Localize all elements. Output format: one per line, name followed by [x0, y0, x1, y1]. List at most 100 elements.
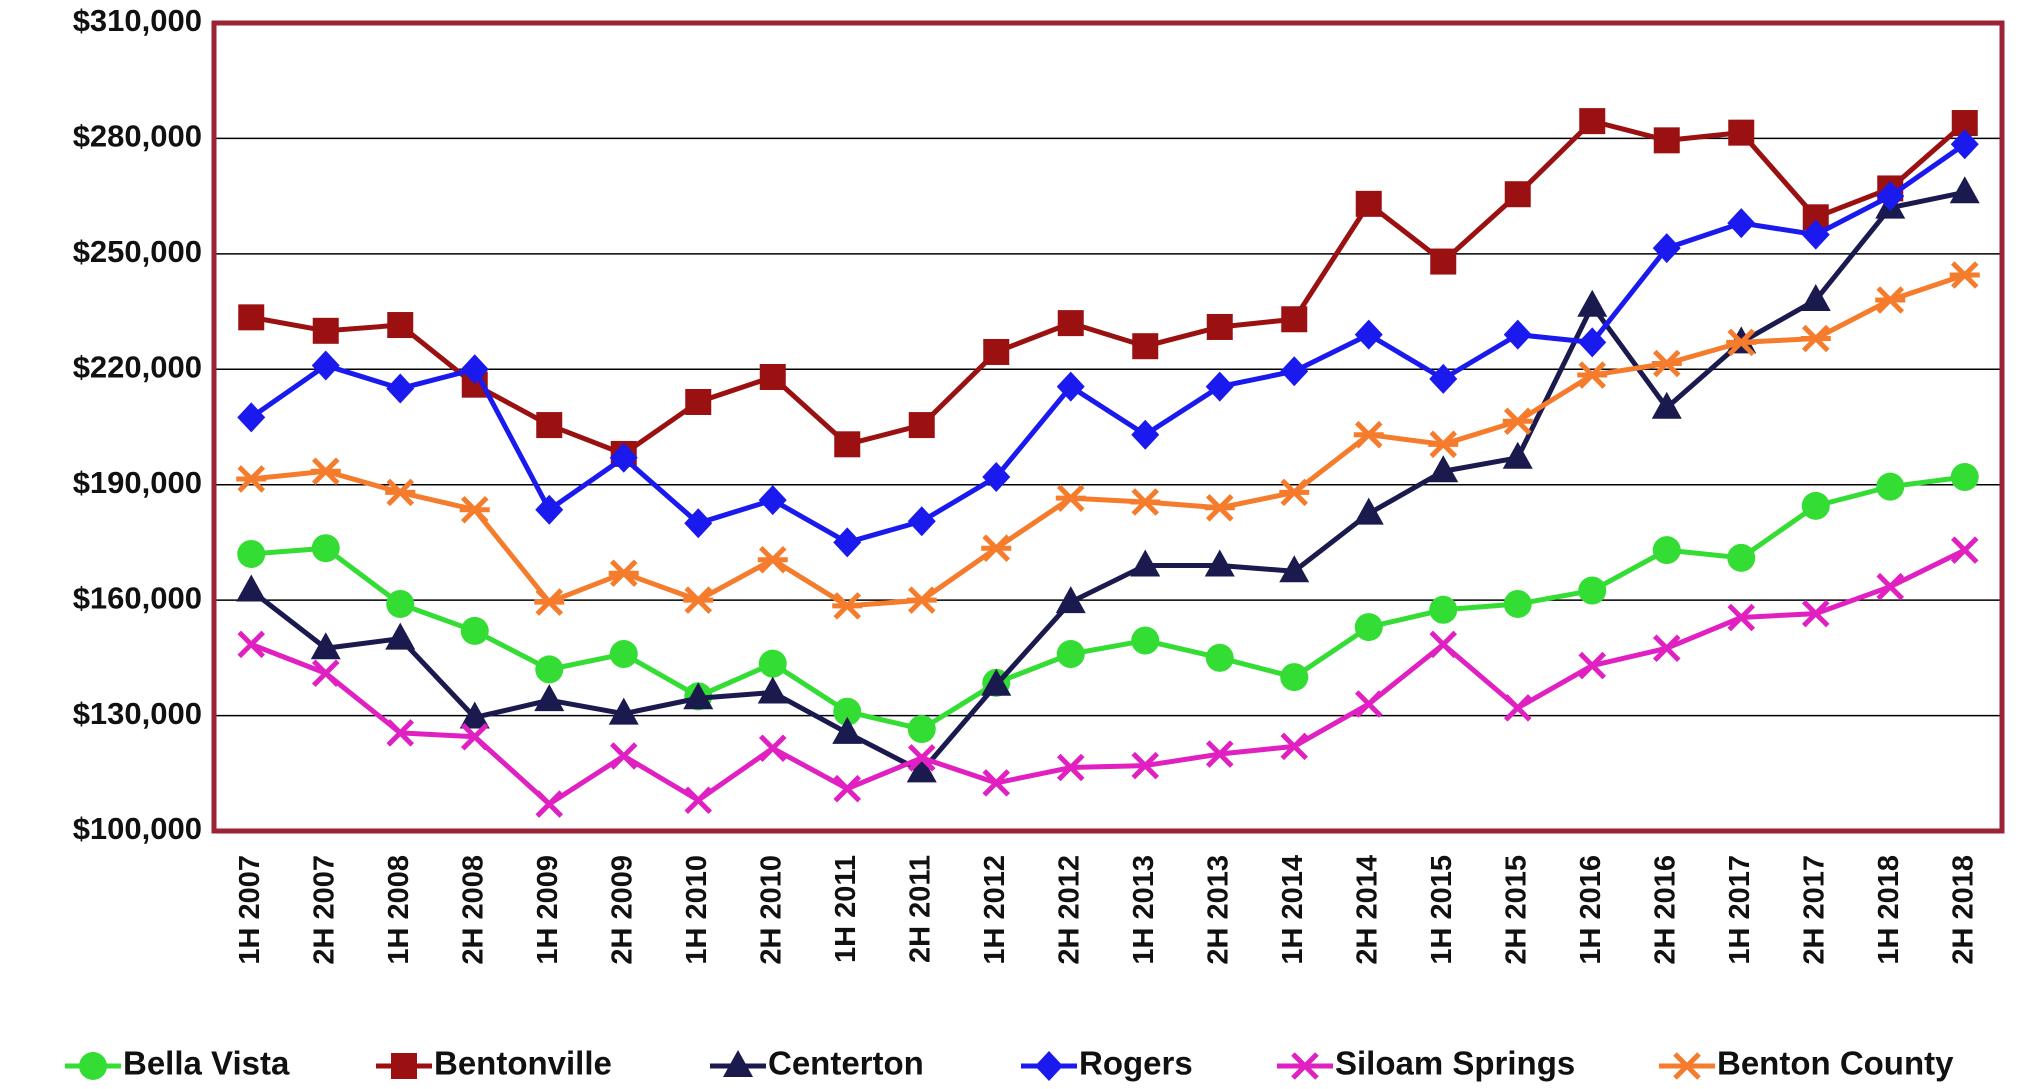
legend-marker: [79, 1052, 107, 1080]
x-tick-label: 1H 2017: [1724, 855, 1756, 965]
x-tick-label: 2H 2013: [1202, 855, 1234, 965]
data-point: [236, 465, 267, 493]
data-point: [1205, 371, 1234, 402]
data-point: [387, 312, 414, 339]
data-point: [832, 716, 863, 744]
data-point: [757, 545, 788, 574]
data-point: [1056, 753, 1085, 782]
data-point: [1428, 455, 1459, 483]
data-point: [535, 655, 564, 684]
data-point: [684, 786, 713, 814]
data-point: [1353, 420, 1384, 449]
data-point: [684, 508, 713, 539]
data-point: [1801, 491, 1830, 520]
series-line: [249, 189, 1966, 774]
data-point: [1204, 549, 1235, 577]
x-tick-label: 2H 2010: [755, 855, 787, 965]
data-point: [1131, 626, 1160, 655]
data-point: [683, 586, 714, 614]
data-point: [982, 769, 1011, 797]
data-point: [1056, 371, 1085, 402]
data-point: [1801, 599, 1830, 628]
y-tick-label: $280,000: [73, 119, 202, 154]
data-point: [833, 697, 862, 726]
data-point: [1205, 740, 1234, 768]
data-point: [311, 659, 340, 688]
data-point: [1652, 634, 1681, 663]
data-point: [534, 684, 565, 712]
x-tick-label: 2H 2016: [1649, 855, 1681, 965]
data-point: [608, 697, 639, 725]
data-point: [1204, 494, 1235, 522]
data-point: [906, 586, 937, 614]
data-point: [1502, 407, 1533, 435]
series-line: [249, 142, 1967, 545]
data-point: [1429, 363, 1458, 394]
data-point: [386, 589, 415, 618]
data-point: [1876, 472, 1905, 501]
data-point: [981, 668, 1012, 696]
data-point: [609, 742, 638, 770]
legend-marker: [1291, 1052, 1319, 1080]
y-tick-label: $220,000: [73, 349, 202, 384]
x-tick-label: 2H 2007: [308, 855, 340, 965]
legend-label: Bella Vista: [123, 1045, 290, 1082]
data-point: [1279, 555, 1310, 583]
data-point: [1950, 129, 1979, 160]
data-point: [758, 485, 787, 516]
data-point: [1503, 319, 1532, 350]
data-point: [1800, 324, 1831, 353]
series-line: [251, 474, 1966, 732]
data-point: [1949, 176, 1980, 204]
x-tick-label: 1H 2016: [1575, 855, 1607, 965]
data-point: [385, 478, 416, 507]
data-point: [1504, 181, 1531, 208]
data-point: [1131, 751, 1160, 780]
data-point: [1726, 328, 1757, 357]
legend-label: Siloam Springs: [1335, 1045, 1575, 1082]
data-point: [237, 630, 266, 659]
data-point: [1875, 286, 1906, 314]
series-line: [250, 272, 1966, 609]
series-line: [250, 118, 1967, 457]
data-point: [1131, 419, 1160, 450]
data-point: [1950, 463, 1979, 492]
data-point: [459, 701, 490, 729]
data-point: [1057, 310, 1084, 337]
data-point: [385, 622, 416, 650]
data-point: [310, 632, 341, 660]
y-tick-label: $100,000: [73, 811, 202, 846]
data-point: [1354, 613, 1383, 642]
legend-marker: [723, 1050, 753, 1077]
data-point: [833, 774, 862, 803]
legend-marker: [1035, 1051, 1063, 1081]
data-point: [1055, 586, 1086, 614]
data-point: [1651, 391, 1682, 419]
x-tick-label: 1H 2009: [532, 855, 564, 965]
data-point: [459, 495, 490, 524]
legend-marker: [391, 1053, 417, 1079]
data-point: [1055, 484, 1086, 512]
data-point: [1429, 630, 1458, 659]
x-tick-label: 1H 2011: [830, 855, 862, 963]
data-point: [1280, 732, 1309, 761]
data-point: [907, 715, 936, 744]
plot-border: [211, 20, 2005, 834]
data-point: [312, 317, 339, 344]
data-point: [1056, 640, 1085, 669]
legend-marker: [1672, 1052, 1702, 1080]
x-tick-label: 2H 2014: [1351, 855, 1383, 965]
data-point: [1727, 603, 1756, 632]
data-point: [1949, 261, 1980, 289]
data-point: [759, 363, 786, 390]
data-point: [1652, 536, 1681, 565]
data-point: [1281, 306, 1308, 333]
data-point: [1132, 333, 1159, 360]
data-point: [310, 457, 341, 486]
data-point: [1280, 663, 1309, 692]
data-point: [1355, 190, 1382, 217]
x-tick-label: 1H 2015: [1426, 855, 1458, 965]
x-tick-label: 1H 2013: [1128, 855, 1160, 965]
data-point: [609, 640, 638, 669]
